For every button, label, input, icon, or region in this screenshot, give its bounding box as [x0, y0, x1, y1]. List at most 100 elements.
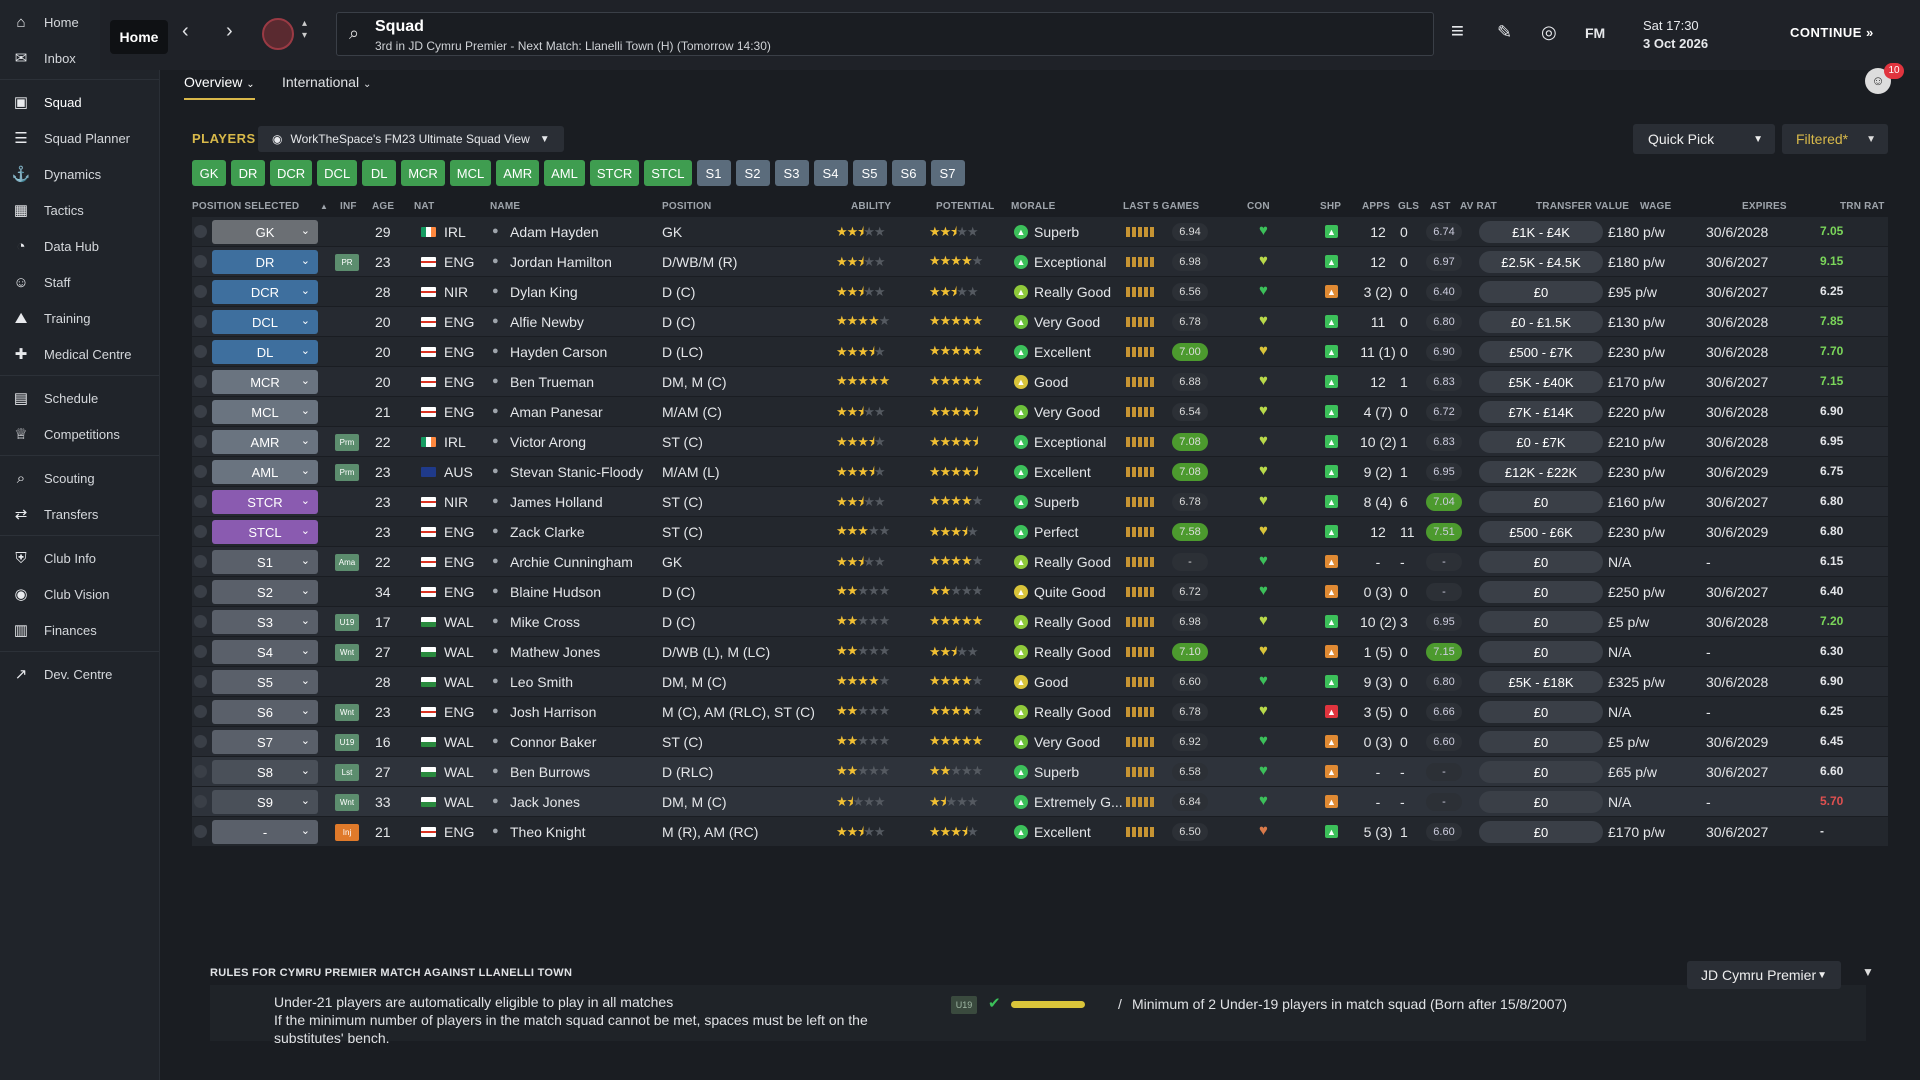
player-name[interactable]: Leo Smith [510, 674, 574, 690]
row-select-checkbox[interactable] [194, 735, 207, 748]
sidebar-item-transfers[interactable]: ⇄ Transfers [0, 496, 159, 532]
col-shp[interactable]: SHP [1320, 201, 1342, 212]
transfer-value[interactable]: £0 [1479, 821, 1603, 843]
position-selector[interactable]: S6 ⌄ [212, 700, 318, 724]
sidebar-item-dynamics[interactable]: ⚓ Dynamics [0, 156, 159, 192]
transfer-value[interactable]: £0 [1479, 551, 1603, 573]
position-selector[interactable]: S9 ⌄ [212, 790, 318, 814]
col-inf[interactable]: INF [340, 201, 357, 212]
sidebar-item-finances[interactable]: ▥ Finances [0, 612, 159, 648]
row-select-checkbox[interactable] [194, 765, 207, 778]
search-input[interactable]: ⌕ Squad 3rd in JD Cymru Premier - Next M… [336, 12, 1434, 56]
position-chip-dcr[interactable]: DCR [270, 160, 313, 186]
row-select-checkbox[interactable] [194, 255, 207, 268]
transfer-value[interactable]: £1K - £4K [1479, 221, 1603, 243]
row-select-checkbox[interactable] [194, 405, 207, 418]
table-row[interactable]: DCL ⌄ 20 ENG ● Alfie Newby D (C) ★★★★★ ★★★★★ ▲ Ver… [192, 306, 1888, 336]
position-selector[interactable]: STCR ⌄ [212, 490, 318, 514]
col-position[interactable]: POSITION [662, 201, 712, 212]
filter-button[interactable]: Filtered* ▼ [1782, 124, 1888, 154]
sidebar-item-inbox[interactable]: ✉ Inbox [0, 40, 159, 76]
player-name[interactable]: Josh Harrison [510, 704, 597, 720]
transfer-value[interactable]: £0 [1479, 731, 1603, 753]
table-row[interactable]: S7 ⌄ U19 16 WAL ● Connor Baker ST (C) ★★★★★ ★★★★★… [192, 726, 1888, 756]
position-chip-s2[interactable]: S2 [735, 160, 770, 186]
position-selector[interactable]: S2 ⌄ [212, 580, 318, 604]
player-name[interactable]: Jack Jones [510, 794, 581, 810]
row-select-checkbox[interactable] [194, 345, 207, 358]
table-row[interactable]: S5 ⌄ 28 WAL ● Leo Smith DM, M (C) ★★★★★ ★★★★★ ▲ Go… [192, 666, 1888, 696]
position-selector[interactable]: GK ⌄ [212, 220, 318, 244]
table-row[interactable]: AMR ⌄ Prm 22 IRL ● Victor Arong ST (C) ★★★⯨★ ★★★★… [192, 426, 1888, 456]
edit-icon[interactable]: ✎ [1497, 22, 1513, 42]
position-chip-stcr[interactable]: STCR [589, 160, 640, 186]
sidebar-item-data-hub[interactable]: ◔ Data Hub [0, 228, 159, 264]
row-select-checkbox[interactable] [194, 585, 207, 598]
row-select-checkbox[interactable] [194, 675, 207, 688]
sidebar-item-scouting[interactable]: ⌕ Scouting [0, 460, 159, 496]
sidebar-item-training[interactable]: ⛰ Training [0, 300, 159, 336]
row-select-checkbox[interactable] [194, 225, 207, 238]
position-selector[interactable]: AML ⌄ [212, 460, 318, 484]
sidebar-item-schedule[interactable]: ▤ Schedule [0, 380, 159, 416]
table-row[interactable]: S6 ⌄ Wnt 23 ENG ● Josh Harrison M (C), AM (RLC)… [192, 696, 1888, 726]
sidebar-item-staff[interactable]: ☺ Staff [0, 264, 159, 300]
club-crest-icon[interactable] [262, 18, 294, 50]
transfer-value[interactable]: £0 [1479, 581, 1603, 603]
transfer-value[interactable]: £0 [1479, 791, 1603, 813]
position-selector[interactable]: AMR ⌄ [212, 430, 318, 454]
table-row[interactable]: AML ⌄ Prm 23 AUS ● Stevan Stanic-Floody M/AM (L… [192, 456, 1888, 486]
transfer-value[interactable]: £5K - £18K [1479, 671, 1603, 693]
col-last5[interactable]: LAST 5 GAMES [1123, 201, 1200, 212]
col-avrat[interactable]: AV RAT [1460, 201, 1497, 212]
position-selector[interactable]: S4 ⌄ [212, 640, 318, 664]
col-ast[interactable]: AST [1430, 201, 1451, 212]
transfer-value[interactable]: £0 [1479, 491, 1603, 513]
position-selector[interactable]: S3 ⌄ [212, 610, 318, 634]
transfer-value[interactable]: £0 [1479, 641, 1603, 663]
position-selector[interactable]: DCL ⌄ [212, 310, 318, 334]
table-row[interactable]: S2 ⌄ 34 ENG ● Blaine Hudson D (C) ★★★★★ ★★★★★ ▲ Qu… [192, 576, 1888, 606]
notification-badge[interactable]: 10 [1884, 63, 1904, 79]
player-name[interactable]: Ben Burrows [510, 764, 591, 780]
player-name[interactable]: Theo Knight [510, 824, 586, 840]
row-select-checkbox[interactable] [194, 645, 207, 658]
player-name[interactable]: Victor Arong [510, 434, 587, 450]
table-row[interactable]: MCL ⌄ 21 ENG ● Aman Panesar M/AM (C) ★★⯨★★ ★★★★⯨… [192, 396, 1888, 426]
player-name[interactable]: Aman Panesar [510, 404, 603, 420]
row-select-checkbox[interactable] [194, 525, 207, 538]
table-row[interactable]: S3 ⌄ U19 17 WAL ● Mike Cross D (C) ★★★★★ ★★★★★ ▲ Re… [192, 606, 1888, 636]
forward-arrow-icon[interactable]: › [226, 20, 233, 42]
row-select-checkbox[interactable] [194, 315, 207, 328]
position-chip-mcr[interactable]: MCR [401, 160, 445, 186]
position-chip-s1[interactable]: S1 [696, 160, 731, 186]
sidebar-item-club-vision[interactable]: ◉ Club Vision [0, 576, 159, 612]
player-name[interactable]: Dylan King [510, 284, 578, 300]
col-con[interactable]: CON [1247, 201, 1270, 212]
col-expires[interactable]: EXPIRES [1742, 201, 1787, 212]
position-selector[interactable]: S7 ⌄ [212, 730, 318, 754]
position-selector[interactable]: S1 ⌄ [212, 550, 318, 574]
position-chip-s4[interactable]: S4 [813, 160, 848, 186]
sidebar-item-squad-planner[interactable]: ☰ Squad Planner [0, 120, 159, 156]
table-row[interactable]: S8 ⌄ Lst 27 WAL ● Ben Burrows D (RLC) ★★★★★ ★★★★★… [192, 756, 1888, 786]
row-select-checkbox[interactable] [194, 285, 207, 298]
position-chip-s6[interactable]: S6 [891, 160, 926, 186]
col-transfer-value[interactable]: TRANSFER VALUE [1536, 201, 1630, 212]
position-chip-dcl[interactable]: DCL [317, 160, 358, 186]
table-row[interactable]: DR ⌄ PR 23 ENG ● Jordan Hamilton D/WB/M (R) ★★⯨★… [192, 246, 1888, 276]
transfer-value[interactable]: £0 [1479, 281, 1603, 303]
collapse-chevron-icon[interactable]: ▼ [1862, 965, 1874, 979]
row-select-checkbox[interactable] [194, 705, 207, 718]
player-name[interactable]: Connor Baker [510, 734, 597, 750]
tab-international[interactable]: International ⌄ [282, 72, 371, 98]
player-name[interactable]: Stevan Stanic-Floody [510, 464, 644, 480]
table-row[interactable]: - ⌄ Inj 21 ENG ● Theo Knight M (R), AM (RC) ★★⯨★… [192, 816, 1888, 846]
position-chip-s5[interactable]: S5 [852, 160, 887, 186]
competition-selector[interactable]: JD Cymru Premier ▼ [1687, 961, 1841, 989]
row-select-checkbox[interactable] [194, 825, 207, 838]
tab-overview[interactable]: Overview ⌄ [184, 72, 255, 100]
transfer-value[interactable]: £0 - £1.5K [1479, 311, 1603, 333]
position-chip-gk[interactable]: GK [192, 160, 226, 186]
col-potential[interactable]: POTENTIAL [936, 201, 995, 212]
